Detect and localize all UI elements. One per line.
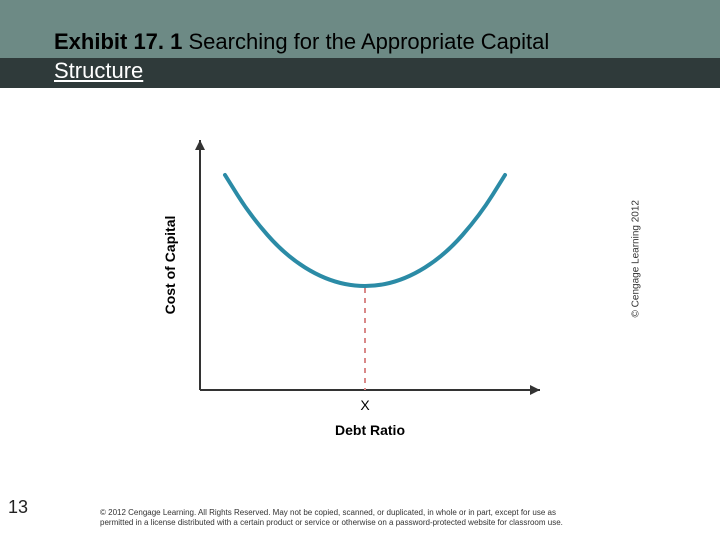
- title-prefix: Exhibit 17. 1: [54, 29, 182, 54]
- footer-line2: permitted in a license distributed with …: [100, 518, 680, 528]
- slide-title: Exhibit 17. 1 Searching for the Appropri…: [54, 29, 549, 55]
- slide: Exhibit 17. 1 Searching for the Appropri…: [0, 0, 720, 540]
- header-dark-band: Exhibit 17. 1 Searching for the Appropri…: [0, 0, 720, 88]
- cost-of-capital-chart: X Debt Ratio Cost of Capital: [140, 120, 580, 450]
- footer-line1: © 2012 Cengage Learning. All Rights Rese…: [100, 508, 680, 518]
- title-suffix: Searching for the Appropriate Capital: [182, 29, 549, 54]
- header-title-band: Exhibit 17. 1 Searching for the Appropri…: [0, 0, 720, 58]
- footer-copyright: © 2012 Cengage Learning. All Rights Rese…: [100, 508, 680, 528]
- svg-text:Debt Ratio: Debt Ratio: [335, 422, 405, 438]
- svg-text:X: X: [360, 397, 370, 413]
- page-number: 13: [8, 497, 28, 518]
- side-copyright: © Cengage Learning 2012: [630, 200, 641, 317]
- chart-svg: X Debt Ratio Cost of Capital: [140, 120, 580, 450]
- title-line2: Structure: [54, 58, 143, 84]
- svg-text:Cost of Capital: Cost of Capital: [162, 216, 178, 315]
